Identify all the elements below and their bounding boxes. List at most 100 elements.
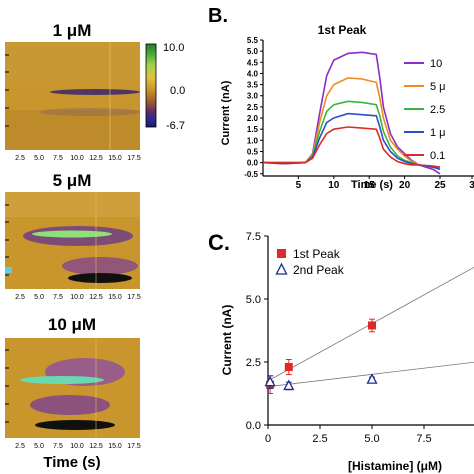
panel-c-xlabel: [Histamine] (μM) [348,459,442,473]
color-plot-1-xtick-5: 15.0 [108,155,122,162]
color-plot-1-xtick-0: 2.5 [15,155,25,162]
color-plot-3-xtick-2: 7.5 [53,443,63,450]
color-plot-3-xtick-0: 2.5 [15,443,25,450]
color-plot-2-dark-ring [68,273,132,283]
color-plot-1-dark-band-2 [40,108,140,116]
panel-b-legend-label-3: 1 μ [430,127,446,139]
color-plot-2-xtick-0: 2.5 [15,294,25,301]
panel-b-x-ticks: 5 10 15 20 25 3 [296,176,474,191]
color-plot-1-tint-bottom [5,110,140,150]
panel-b-series [262,51,441,175]
panel-c: C. Current (nA) [Histamine] (μM) 0.0 2.5 5… [208,230,474,473]
color-plot-2-yticks [5,204,9,276]
panel-b-legend: 10 5 μ 2.5 1 μ 0.1 [404,58,446,162]
color-plot-2-tint-top [5,192,140,217]
panel-b-xlabel: Time (s) [351,179,393,191]
panel-b-ytick-label-9: 4.0 [247,69,259,78]
panel-c-ytick-label-1: 2.5 [246,357,261,369]
panel-b-ytick-label-5: 2.0 [247,114,259,123]
panel-b-ytick-label-4: 1.5 [247,125,259,134]
panel-c-legend-label-1: 2nd Peak [293,263,345,277]
panel-c-point-0-1 [284,363,293,372]
color-plot-1: 1 μM 2.5 5.0 7.5 10.0 12.5 15.0 17.5 [5,21,141,162]
color-plot-1-xticks: 2.5 5.0 7.5 10.0 12.5 15.0 17.5 [15,155,141,162]
panel-b-legend-label-0: 10 [430,58,442,70]
panel-c-y-ticks: 0.0 2.5 5.0 7.5 [246,231,268,432]
panel-b-ytick-label-3: 1.0 [247,136,259,145]
panel-a-xlabel: Time (s) [43,454,100,471]
colorbar-tick-min: -6.7 [166,120,185,132]
color-plot-2-marker [5,267,12,273]
colorbar: 10.0 0.0 -6.7 [145,42,185,132]
panel-c-points [264,318,378,394]
panel-b-legend-label-2: 2.5 [430,104,445,116]
panel-b-series-line-4 [263,126,441,168]
panel-c-legend-label-0: 1st Peak [293,247,341,261]
panel-b-y-ticks: -0.5 0.0 0.5 1.0 1.5 2.0 2.5 3.0 3.5 4.0 4.5 5.0 5.5 [244,36,263,179]
color-plot-3-light-band [20,376,104,384]
color-plot-3-xtick-1: 5.0 [34,443,44,450]
color-plot-2-light-band [32,230,112,238]
panel-c-ytick-label-0: 0.0 [246,420,261,432]
panel-b-xtick-label-5: 3 [469,180,474,191]
color-plot-2-xtick-5: 15.0 [108,294,122,301]
color-plot-2-xtick-6: 17.5 [127,294,141,301]
panel-b-xtick-label-4: 25 [434,180,446,191]
color-plot-2-xticks: 2.5 5.0 7.5 10.0 12.5 15.0 17.5 [15,294,141,301]
panel-c-legend-marker-1 [275,262,288,275]
color-plot-3-xticks: 2.5 5.0 7.5 10.0 12.5 15.0 17.5 [15,443,141,450]
color-plot-1-xtick-3: 10.0 [70,155,84,162]
colorbar-tick-max: 10.0 [163,42,184,54]
color-plot-1-xtick-6: 17.5 [127,155,141,162]
panel-b-series-line-2 [263,100,440,168]
panel-b-legend-label-4: 0.1 [430,150,445,162]
color-plot-3-dark-ring [35,420,115,430]
panel-c-ytick-label-2: 5.0 [246,294,261,306]
color-plot-1-yticks [5,54,9,127]
color-plot-2-xtick-1: 5.0 [34,294,44,301]
panel-c-x-ticks: 0 2.5 5.0 7.5 [265,425,432,445]
color-plot-3-xtick-4: 12.5 [89,443,103,450]
color-plot-1-xtick-1: 5.0 [34,155,44,162]
colorbar-tick-zero: 0.0 [170,85,185,97]
color-plot-3-title: 10 μM [48,315,96,334]
color-plot-3-xtick-6: 17.5 [127,443,141,450]
panel-c-point-1-0 [264,375,276,387]
panel-b-ytick-label-8: 3.5 [247,81,259,90]
color-plot-2-lower-halo [62,257,138,275]
panel-b-ytick-label-11: 5.0 [247,47,259,56]
color-plot-1-dark-band [50,89,140,95]
panel-b-xtick-label-3: 20 [399,180,411,191]
panel-b-label: B. [208,5,228,27]
panel-c-legend: 1st Peak 2nd Peak [275,247,345,277]
panel-a: 1 μM 2.5 5.0 7.5 10.0 12.5 15.0 17.5 10.0 0.0 … [5,21,185,471]
color-plot-1-xtick-4: 12.5 [89,155,103,162]
panel-c-label: C. [208,230,230,255]
panel-c-point-1-1 [283,379,295,391]
panel-c-ytick-label-3: 7.5 [246,231,261,243]
color-plot-2-xtick-4: 12.5 [89,294,103,301]
panel-c-xtick-label-1: 2.5 [312,433,327,445]
color-plot-1-xtick-2: 7.5 [53,155,63,162]
color-plot-2-title: 5 μM [53,171,92,190]
color-plot-3-xtick-3: 10.0 [70,443,84,450]
panel-b-ytick-label-2: 0.5 [247,147,259,156]
panel-b-xtick-label-2: 15 [364,180,376,191]
color-plot-3-yticks [5,349,9,423]
panel-b-ytick-label-1: 0.0 [247,159,259,168]
panel-b-ytick-label-6: 2.5 [247,103,259,112]
color-plot-1-title: 1 μM [53,21,92,40]
panel-b-xtick-label-0: 5 [296,180,302,191]
panel-c-xtick-label-2: 5.0 [364,433,379,445]
panel-c-xtick-label-0: 0 [265,433,271,445]
color-plot-3-xtick-5: 15.0 [108,443,122,450]
panel-b-ytick-label-7: 3.0 [247,92,259,101]
color-plot-1-tint-top [5,42,140,82]
panel-b-ytick-label-0: -0.5 [244,170,258,179]
panel-b: B. 1st Peak Current (nA) Time (s) -0.5 0.… [208,5,474,191]
panel-b-title: 1st Peak [318,23,367,37]
panel-b-xtick-label-1: 10 [328,180,340,191]
color-plot-2: 5 μM 2.5 5.0 7.5 10.0 12.5 15.0 17.5 [5,171,141,301]
panel-c-xtick-label-3: 7.5 [416,433,431,445]
